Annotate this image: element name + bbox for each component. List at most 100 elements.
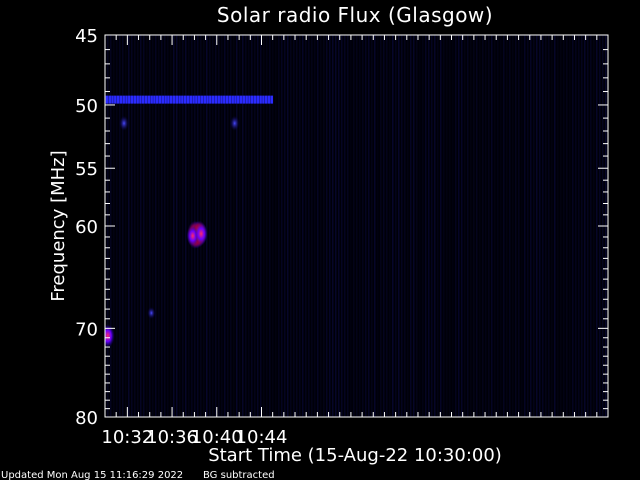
band-dash bbox=[200, 95, 204, 104]
background-streak bbox=[311, 35, 313, 417]
background-streak bbox=[467, 35, 469, 417]
background-streak bbox=[461, 35, 463, 417]
band-dash bbox=[181, 95, 184, 104]
background-streak bbox=[230, 35, 232, 417]
band-dash bbox=[195, 95, 198, 104]
background-streak bbox=[299, 35, 301, 417]
background-streak bbox=[434, 35, 436, 417]
band-dash bbox=[175, 95, 179, 104]
background-streak bbox=[146, 35, 148, 417]
background-streak bbox=[428, 35, 430, 417]
band-dash bbox=[214, 95, 218, 104]
background-streak bbox=[305, 35, 307, 417]
background-streak bbox=[572, 35, 574, 417]
background-streak bbox=[260, 35, 262, 417]
background-streak bbox=[455, 35, 457, 417]
band-dash bbox=[105, 95, 109, 104]
background-streak bbox=[533, 35, 535, 417]
band-dash bbox=[231, 95, 234, 104]
background-streak bbox=[425, 35, 427, 417]
background-streak bbox=[347, 35, 349, 417]
background-streak bbox=[140, 35, 142, 417]
background-streak bbox=[590, 35, 592, 417]
background-streak bbox=[557, 35, 559, 417]
band-dash bbox=[150, 95, 153, 104]
background-streak bbox=[491, 35, 493, 417]
band-dash bbox=[189, 95, 193, 104]
background-streak bbox=[131, 35, 133, 417]
background-streak bbox=[374, 35, 376, 417]
background-streak bbox=[149, 35, 151, 417]
background-streak bbox=[536, 35, 538, 417]
background-streak bbox=[308, 35, 310, 417]
background-streak bbox=[524, 35, 526, 417]
band-dash bbox=[203, 95, 206, 104]
background-streak bbox=[206, 35, 208, 417]
band-dash bbox=[169, 95, 173, 104]
background-streak bbox=[317, 35, 319, 417]
band-dash bbox=[248, 95, 251, 104]
background-streak bbox=[164, 35, 166, 417]
background-streak bbox=[596, 35, 598, 417]
band-dash bbox=[239, 95, 243, 104]
band-dash bbox=[209, 95, 212, 104]
background-streak bbox=[368, 35, 370, 417]
background-streak bbox=[566, 35, 568, 417]
background-streak bbox=[350, 35, 352, 417]
band-dash bbox=[108, 95, 111, 104]
band-dash bbox=[164, 95, 167, 104]
background-streak bbox=[233, 35, 235, 417]
background-streak bbox=[356, 35, 358, 417]
burst-feature bbox=[105, 324, 115, 348]
background-streak bbox=[449, 35, 451, 417]
band-dash bbox=[130, 95, 134, 104]
band-dash bbox=[186, 95, 190, 104]
background-streak bbox=[377, 35, 379, 417]
x-tick-label: 10:44 bbox=[236, 427, 288, 448]
background-streak bbox=[518, 35, 520, 417]
background-streak bbox=[437, 35, 439, 417]
band-dash bbox=[256, 95, 260, 104]
background-streak bbox=[443, 35, 445, 417]
y-tick-label: 45 bbox=[75, 26, 98, 47]
y-tick-label: 80 bbox=[75, 408, 98, 429]
background-streak bbox=[362, 35, 364, 417]
background-streak bbox=[383, 35, 385, 417]
band-dash bbox=[122, 95, 125, 104]
background-streak bbox=[542, 35, 544, 417]
bg-subtracted-note: BG subtracted bbox=[203, 470, 275, 480]
y-tick-label: 55 bbox=[75, 159, 98, 180]
band-dash bbox=[242, 95, 246, 104]
background-streak bbox=[245, 35, 247, 417]
background-streak bbox=[170, 35, 172, 417]
background-streak bbox=[584, 35, 586, 417]
background-streak bbox=[431, 35, 433, 417]
band-dash bbox=[133, 95, 137, 104]
background-streak bbox=[401, 35, 403, 417]
updated-timestamp: Updated Mon Aug 15 11:16:29 2022 bbox=[1, 470, 183, 480]
band-dash bbox=[206, 95, 209, 104]
background-streak bbox=[410, 35, 412, 417]
background-streak bbox=[407, 35, 409, 417]
background-streak bbox=[404, 35, 406, 417]
background-streak bbox=[251, 35, 253, 417]
burst-feature bbox=[194, 222, 208, 245]
background-streak bbox=[530, 35, 532, 417]
background-streak bbox=[266, 35, 268, 417]
background-streak bbox=[209, 35, 211, 417]
background-streak bbox=[215, 35, 217, 417]
band-dash bbox=[114, 95, 117, 104]
background-streak bbox=[137, 35, 139, 417]
background-streak bbox=[446, 35, 448, 417]
band-dash bbox=[228, 95, 232, 104]
background-streak bbox=[155, 35, 157, 417]
background-streak bbox=[293, 35, 295, 417]
background-streak bbox=[302, 35, 304, 417]
background-streak bbox=[248, 35, 250, 417]
background-streak bbox=[218, 35, 220, 417]
background-streak bbox=[227, 35, 229, 417]
background-streak bbox=[119, 35, 121, 417]
band-dash bbox=[250, 95, 254, 104]
background-streak bbox=[569, 35, 571, 417]
